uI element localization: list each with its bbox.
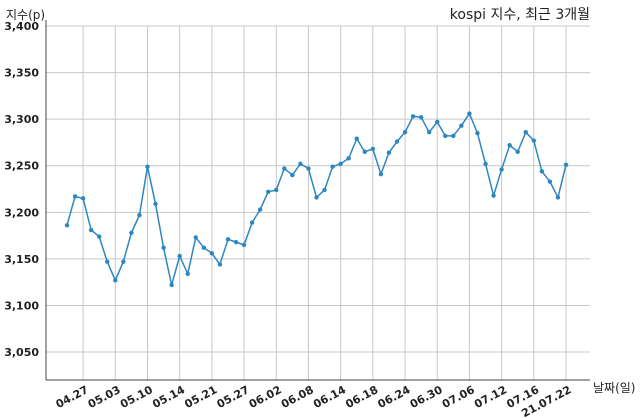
data-point	[491, 193, 496, 198]
data-point	[145, 164, 150, 169]
data-point	[282, 166, 287, 171]
x-tick-label: 06.02	[247, 383, 284, 411]
data-point	[475, 130, 480, 136]
data-point	[80, 196, 86, 201]
data-point	[370, 146, 376, 152]
data-point	[249, 220, 255, 225]
grid	[46, 25, 590, 380]
data-point	[483, 161, 488, 167]
x-axis-label: 날짜(일)	[593, 381, 635, 395]
x-tick-label: 07.12	[472, 383, 509, 411]
data-point	[225, 237, 231, 242]
data-point	[346, 156, 351, 161]
data-point	[96, 234, 102, 239]
data-point	[201, 245, 207, 250]
data-point	[169, 282, 174, 288]
data-point	[443, 133, 448, 139]
x-tick-label: 04.27	[54, 383, 91, 411]
data-point	[459, 123, 464, 128]
data-point	[241, 242, 247, 248]
x-tick-label: 06.14	[311, 383, 348, 411]
data-point	[306, 166, 311, 171]
data-point	[515, 149, 520, 154]
data-point	[362, 149, 367, 154]
data-point	[290, 172, 295, 178]
data-point	[193, 235, 198, 240]
data-point	[531, 138, 537, 143]
data-point	[402, 130, 408, 135]
x-tick-labels: 04.2705.0305.1005.1405.2105.2706.0206.08…	[54, 383, 574, 418]
y-tick-label: 3,150	[4, 253, 39, 266]
axes	[45, 20, 590, 381]
data-point	[378, 171, 384, 177]
data-point	[547, 179, 553, 184]
x-tick-label: 06.18	[343, 383, 380, 411]
data-point	[121, 259, 126, 264]
data-point	[451, 133, 456, 139]
data-point	[330, 164, 335, 169]
y-tick-label: 3,050	[4, 346, 39, 359]
data-point	[298, 161, 303, 167]
data-point	[314, 195, 319, 200]
y-axis-label: 지수(p)	[6, 8, 45, 22]
data-point	[153, 201, 158, 207]
data-point	[113, 278, 118, 283]
y-tick-label: 3,400	[4, 20, 39, 33]
x-tick-label: 06.08	[279, 383, 316, 411]
x-tick-label: 05.21	[182, 383, 219, 411]
data-point	[354, 136, 359, 141]
data-point	[410, 114, 416, 119]
data-point	[435, 119, 440, 125]
y-tick-label: 3,250	[4, 160, 39, 173]
data-point	[72, 194, 78, 199]
data-point	[274, 187, 279, 193]
y-tick-label: 3,300	[4, 113, 39, 126]
data-point	[64, 223, 70, 228]
data-point	[467, 111, 472, 116]
data-point	[426, 130, 432, 135]
y-tick-labels: 3,050 3,100 3,150 3,200 3,250 3,300 3,350 3,400	[4, 20, 39, 359]
data-points	[64, 111, 569, 288]
data-point	[217, 262, 223, 267]
data-point	[266, 189, 271, 195]
data-point	[555, 195, 561, 200]
x-tick-label: 05.14	[150, 383, 187, 411]
data-point	[338, 161, 343, 167]
data-point	[539, 169, 545, 174]
data-point	[185, 271, 190, 276]
x-tick-label: 05.03	[86, 383, 123, 411]
data-point	[322, 187, 327, 193]
data-point	[105, 259, 110, 264]
y-tick-label: 3,200	[4, 206, 39, 219]
data-point	[233, 239, 239, 245]
data-point	[523, 130, 528, 135]
chart-title: kospi 지수, 최근 3개월	[450, 7, 590, 23]
data-point	[386, 150, 392, 155]
data-point	[209, 251, 215, 256]
data-point	[257, 207, 263, 212]
x-tick-label: 06.24	[376, 383, 413, 411]
data-point	[507, 143, 512, 148]
x-tick-label: 05.10	[118, 383, 155, 411]
data-point	[394, 139, 400, 144]
y-tick-label: 3,350	[4, 67, 39, 80]
x-tick-label: 07.06	[440, 383, 477, 411]
data-point	[499, 167, 504, 172]
data-point	[177, 253, 182, 259]
y-tick-label: 3,100	[4, 299, 39, 312]
data-point	[137, 212, 142, 218]
data-point	[161, 245, 166, 250]
x-tick-label: 06.30	[408, 383, 445, 411]
data-point	[418, 115, 424, 120]
data-point	[563, 162, 569, 168]
data-point	[88, 227, 94, 233]
data-point	[129, 230, 134, 236]
x-tick-label: 05.27	[215, 383, 252, 411]
